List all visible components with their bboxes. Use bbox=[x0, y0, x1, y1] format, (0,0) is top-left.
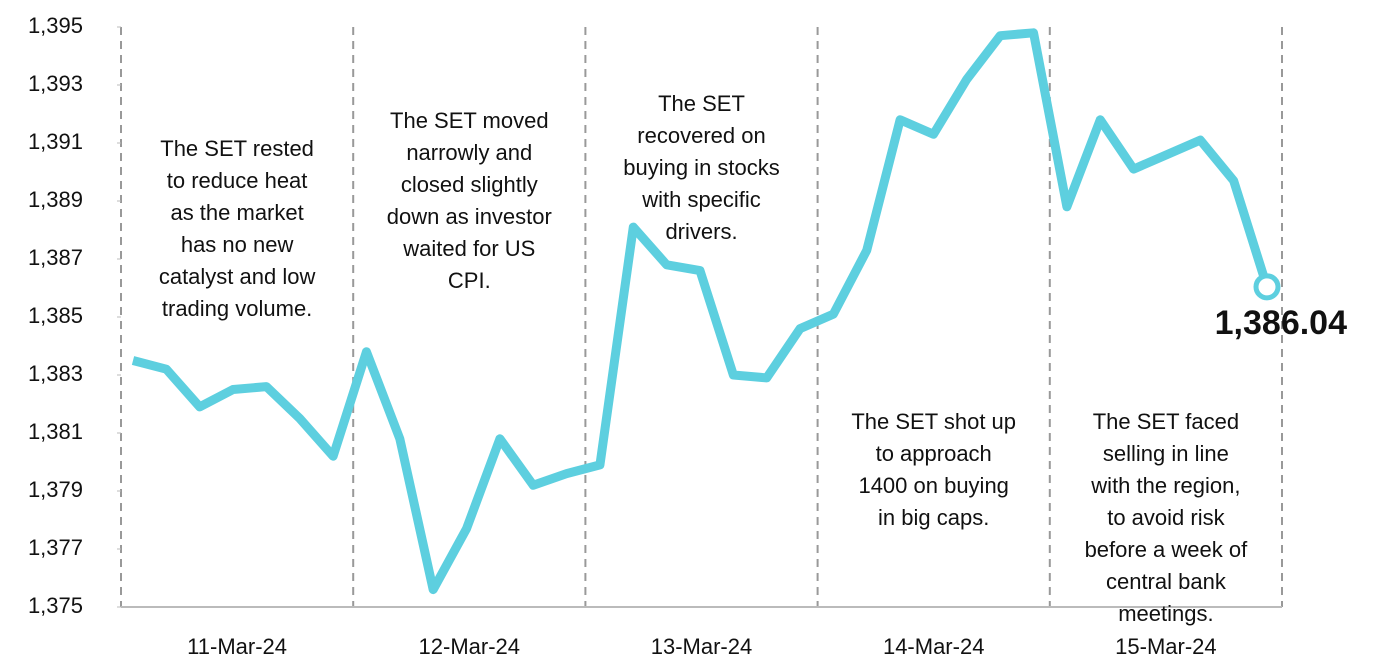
annotation: waited for US bbox=[402, 236, 535, 261]
y-tick-label: 1,393 bbox=[28, 71, 83, 96]
annotation: The SET shot up bbox=[851, 409, 1016, 434]
x-tick-label: 14-Mar-24 bbox=[883, 634, 984, 659]
annotation: central bank bbox=[1106, 569, 1227, 594]
annotation: buying in stocks bbox=[623, 155, 780, 180]
annotation: catalyst and low bbox=[159, 264, 316, 289]
annotation: CPI. bbox=[448, 268, 491, 293]
series-line bbox=[131, 28, 1272, 595]
x-tick-label: 12-Mar-24 bbox=[419, 634, 520, 659]
x-tick-label: 15-Mar-24 bbox=[1115, 634, 1216, 659]
y-tick-label: 1,379 bbox=[28, 477, 83, 502]
annotation: has no new bbox=[181, 232, 294, 257]
y-tick-label: 1,381 bbox=[28, 419, 83, 444]
annotation: The SET rested bbox=[160, 136, 314, 161]
annotation: with specific bbox=[641, 187, 761, 212]
annotation: to reduce heat bbox=[167, 168, 308, 193]
y-tick-label: 1,383 bbox=[28, 361, 83, 386]
annotation: drivers. bbox=[665, 219, 737, 244]
y-tick-label: 1,395 bbox=[28, 13, 83, 38]
annotation: in big caps. bbox=[878, 505, 989, 530]
annotation: recovered on bbox=[637, 123, 765, 148]
end-label: 1,386.04 bbox=[1215, 304, 1347, 342]
y-tick-label: 1,385 bbox=[28, 303, 83, 328]
annotation: down as investor bbox=[387, 204, 552, 229]
y-tick-label: 1,375 bbox=[28, 593, 83, 618]
annotation: narrowly and bbox=[406, 140, 532, 165]
annotation: to approach bbox=[876, 441, 992, 466]
annotation: The SET faced bbox=[1093, 409, 1239, 434]
x-tick-label: 11-Mar-24 bbox=[187, 634, 287, 659]
annotation: selling in line bbox=[1103, 441, 1229, 466]
annotation: to avoid risk bbox=[1107, 505, 1225, 530]
x-tick-label: 13-Mar-24 bbox=[651, 634, 752, 659]
annotation: before a week of bbox=[1085, 537, 1249, 562]
y-tick-label: 1,377 bbox=[28, 535, 83, 560]
annotation: The SET bbox=[658, 91, 745, 116]
y-tick-label: 1,389 bbox=[28, 187, 83, 212]
annotation: with the region, bbox=[1090, 473, 1240, 498]
annotation: closed slightly bbox=[401, 172, 538, 197]
annotation: trading volume. bbox=[162, 296, 312, 321]
annotation: The SET moved bbox=[390, 108, 549, 133]
end-point bbox=[1253, 273, 1281, 301]
y-tick-label: 1,391 bbox=[28, 129, 83, 154]
y-tick-label: 1,387 bbox=[28, 245, 83, 270]
annotation: as the market bbox=[170, 200, 303, 225]
annotation: meetings. bbox=[1118, 601, 1213, 626]
annotation: 1400 on buying bbox=[858, 473, 1008, 498]
